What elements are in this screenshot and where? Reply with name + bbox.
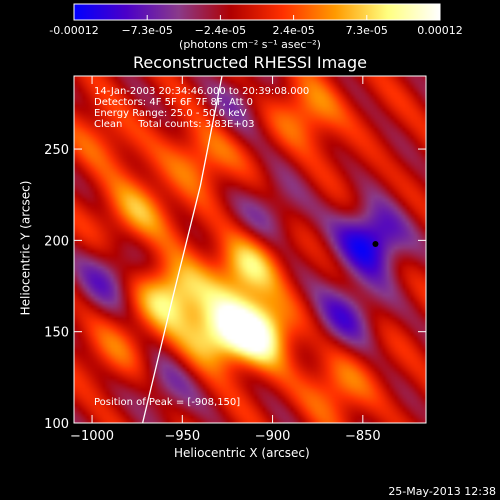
axes-ticks: −1000 −950 −900 −850 100 150 200 250 — [44, 76, 426, 444]
date-stamp: 25-May-2013 12:38 — [388, 485, 496, 498]
peak-position-label: Position of Peak = [-908,150] — [94, 397, 241, 408]
colorbar-tick-label: -0.00012 — [49, 24, 99, 37]
y-tick-label: 200 — [44, 234, 69, 249]
colorbar-tick-label: −7.3e-05 — [121, 24, 173, 37]
solar-limb-curve — [141, 76, 223, 423]
x-axis-title: Heliocentric X (arcsec) — [174, 446, 310, 460]
heatmap-image — [74, 76, 426, 423]
time-range: 14-Jan-2003 20:34:46.000 to 20:39:08.000 — [94, 86, 310, 97]
energy-range: Energy Range: 25.0 - 50.0 keV — [94, 108, 247, 119]
clean-counts: Clean Total counts: 3.83E+03 — [94, 119, 255, 130]
x-tick-label: −900 — [255, 429, 291, 444]
plot-frame — [73, 75, 427, 424]
colorbar-tick-label: 0.00012 — [417, 24, 463, 37]
y-tick-label: 100 — [44, 417, 69, 432]
x-tick-label: −850 — [345, 429, 381, 444]
y-axis-title: Heliocentric Y (arcsec) — [18, 180, 33, 316]
chart-title: Reconstructed RHESSI Image — [133, 53, 367, 72]
colorbar — [73, 3, 441, 21]
detectors-info: Detectors: 4F 5F 6F 7F 8F, Att 0 — [94, 97, 254, 108]
y-tick-label: 250 — [44, 143, 69, 158]
x-tick-label: −1000 — [70, 429, 114, 444]
peak-marker — [372, 241, 379, 248]
colorbar-tick-label: −2.4e-05 — [194, 24, 247, 37]
colorbar-tick-label: 2.4e-05 — [272, 24, 315, 37]
colorbar-ticks — [73, 15, 441, 20]
colorbar-units: (photons cm⁻² s⁻¹ asec⁻²) — [179, 38, 321, 51]
y-tick-label: 150 — [44, 326, 69, 341]
colorbar-tick-label: 7.3e-05 — [345, 24, 388, 37]
x-tick-label: −950 — [164, 429, 200, 444]
